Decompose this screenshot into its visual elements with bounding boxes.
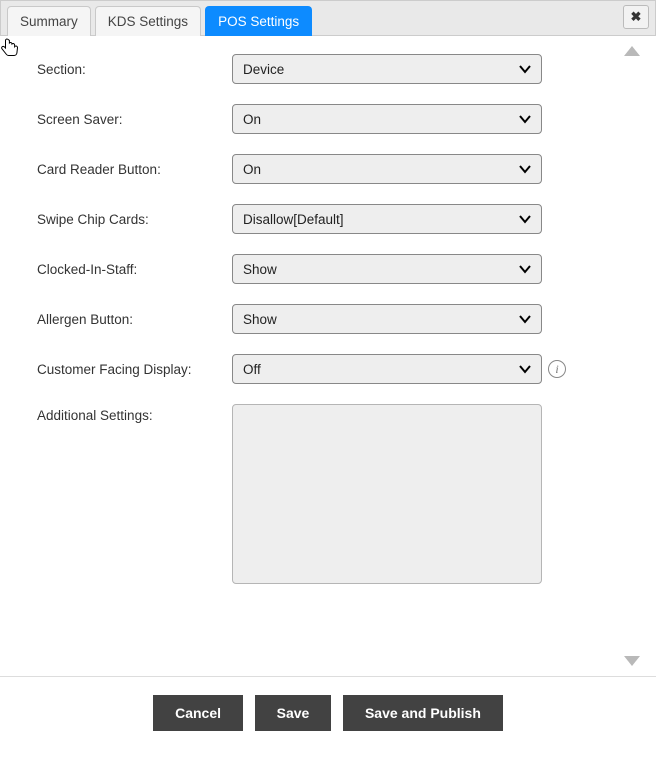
label-card-reader: Card Reader Button:	[37, 162, 232, 177]
tab-label: Summary	[20, 14, 78, 29]
select-section[interactable]: Device	[232, 54, 542, 84]
textarea-additional-settings[interactable]	[232, 404, 542, 584]
row-allergen: Allergen Button: Show	[37, 304, 632, 334]
label-customer-facing: Customer Facing Display:	[37, 362, 232, 377]
select-value: Disallow[Default]	[243, 212, 344, 227]
close-icon: ✖	[631, 9, 642, 25]
label-additional-settings: Additional Settings:	[37, 404, 232, 423]
select-value: Show	[243, 262, 277, 277]
row-customer-facing: Customer Facing Display: Off i	[37, 354, 632, 384]
chevron-down-icon	[518, 62, 532, 76]
label-allergen: Allergen Button:	[37, 312, 232, 327]
label-screen-saver: Screen Saver:	[37, 112, 232, 127]
select-clocked-in-staff[interactable]: Show	[232, 254, 542, 284]
scroll-down-arrow-icon[interactable]	[624, 656, 640, 666]
tab-label: KDS Settings	[108, 14, 188, 29]
row-card-reader: Card Reader Button: On	[37, 154, 632, 184]
footer-actions: Cancel Save Save and Publish	[0, 676, 656, 755]
tab-summary[interactable]: Summary	[7, 6, 91, 36]
chevron-down-icon	[518, 162, 532, 176]
select-value: On	[243, 112, 261, 127]
form-panel: Section: Device Screen Saver: On Card Re…	[0, 36, 656, 676]
label-clocked-in-staff: Clocked-In-Staff:	[37, 262, 232, 277]
select-card-reader[interactable]: On	[232, 154, 542, 184]
row-swipe-chip: Swipe Chip Cards: Disallow[Default]	[37, 204, 632, 234]
chevron-down-icon	[518, 262, 532, 276]
info-icon[interactable]: i	[548, 360, 566, 378]
tab-kds-settings[interactable]: KDS Settings	[95, 6, 201, 36]
label-section: Section:	[37, 62, 232, 77]
tab-bar: Summary KDS Settings POS Settings ✖	[0, 0, 656, 36]
select-value: Show	[243, 312, 277, 327]
chevron-down-icon	[518, 362, 532, 376]
select-swipe-chip[interactable]: Disallow[Default]	[232, 204, 542, 234]
cancel-button[interactable]: Cancel	[153, 695, 243, 731]
scroll-up-arrow-icon[interactable]	[624, 46, 640, 56]
save-and-publish-button[interactable]: Save and Publish	[343, 695, 503, 731]
save-button[interactable]: Save	[255, 695, 332, 731]
row-additional-settings: Additional Settings:	[37, 404, 632, 584]
select-value: Device	[243, 62, 284, 77]
select-customer-facing[interactable]: Off	[232, 354, 542, 384]
tab-label: POS Settings	[218, 14, 299, 29]
tab-pos-settings[interactable]: POS Settings	[205, 6, 312, 36]
select-screen-saver[interactable]: On	[232, 104, 542, 134]
row-clocked-in-staff: Clocked-In-Staff: Show	[37, 254, 632, 284]
row-screen-saver: Screen Saver: On	[37, 104, 632, 134]
close-button[interactable]: ✖	[623, 5, 649, 29]
row-section: Section: Device	[37, 54, 632, 84]
label-swipe-chip: Swipe Chip Cards:	[37, 212, 232, 227]
select-value: On	[243, 162, 261, 177]
select-allergen[interactable]: Show	[232, 304, 542, 334]
chevron-down-icon	[518, 212, 532, 226]
chevron-down-icon	[518, 312, 532, 326]
chevron-down-icon	[518, 112, 532, 126]
select-value: Off	[243, 362, 261, 377]
